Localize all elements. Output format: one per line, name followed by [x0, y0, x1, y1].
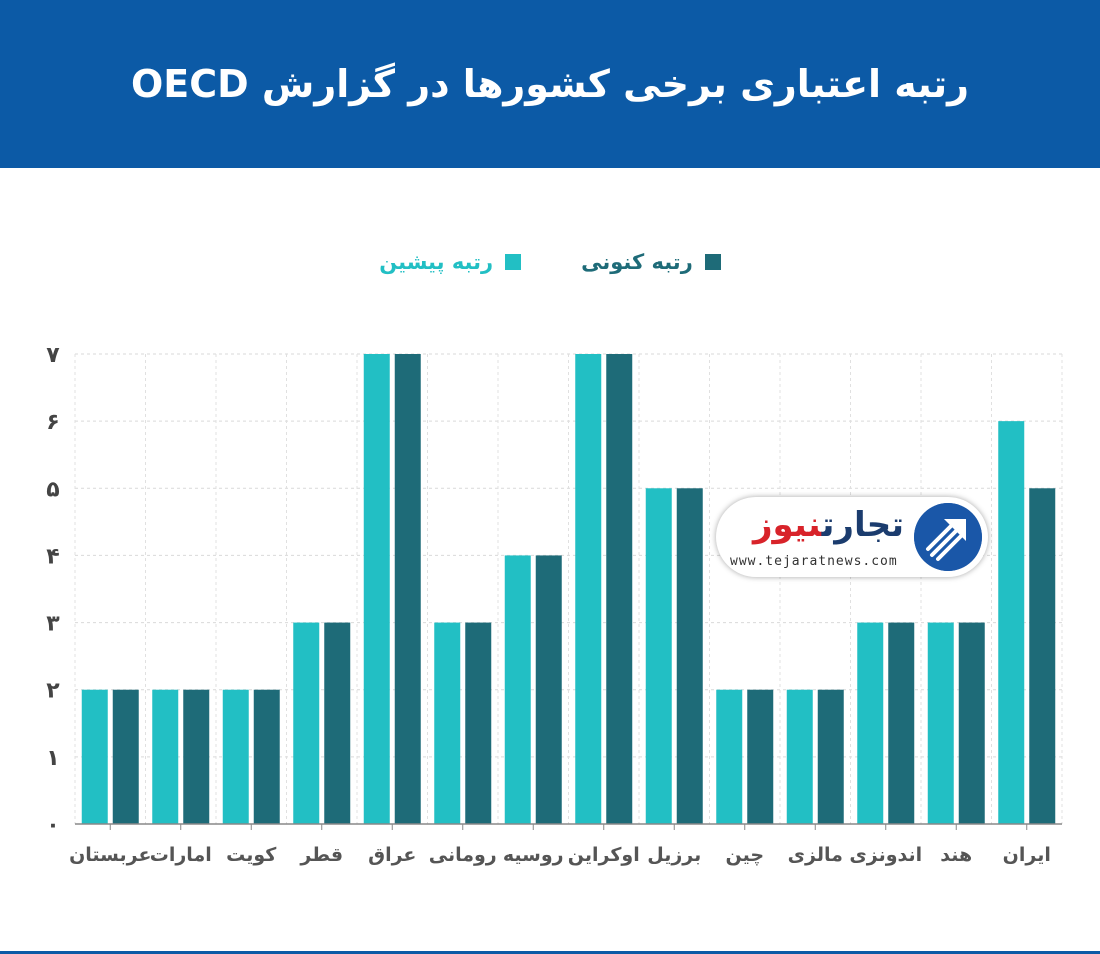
x-tick-label: ایران: [1003, 844, 1051, 866]
watermark-logo: تجارتنیوز www.tejaratnews.com: [716, 497, 988, 577]
logo-text: تجارتنیوز: [753, 505, 904, 545]
y-tick-label: ۲: [46, 679, 60, 704]
bar-previous: [786, 689, 813, 824]
x-tick-label: مالزی: [788, 844, 843, 866]
legend-item-previous: رتبه پیشین: [379, 250, 522, 274]
legend: رتبه کنونی رتبه پیشین: [0, 250, 1100, 274]
bar-current: [817, 689, 844, 824]
x-tick-label: رومانی: [429, 844, 497, 866]
x-tick-label: اندونزی: [849, 844, 922, 866]
bar-current: [606, 354, 633, 824]
footer-line: [0, 951, 1100, 954]
y-tick-label: ۷: [46, 343, 60, 368]
bar-previous: [363, 354, 390, 824]
logo-url: www.tejaratnews.com: [730, 554, 898, 569]
legend-item-current: رتبه کنونی: [581, 250, 721, 274]
y-tick-label: ۳: [46, 612, 60, 637]
bar-previous: [716, 689, 743, 824]
x-tick-label: هند: [940, 844, 972, 866]
x-tick-label: قطر: [299, 844, 343, 866]
logo-text-red: نیوز: [752, 505, 822, 545]
bar-current: [747, 689, 774, 824]
y-tick-label: ۵: [46, 477, 59, 502]
bar-previous: [504, 555, 531, 824]
bar-previous: [575, 354, 602, 824]
bar-current: [465, 622, 492, 824]
bar-current: [535, 555, 562, 824]
legend-label-current: رتبه کنونی: [581, 250, 693, 274]
x-tick-label: امارات: [150, 844, 212, 866]
bar-current: [112, 689, 139, 824]
x-tick-label: چین: [725, 844, 764, 866]
x-tick-label: عربستان: [69, 844, 151, 866]
legend-swatch-previous: [505, 254, 522, 270]
bar-previous: [645, 488, 672, 824]
header-banner: رتبه اعتباری برخی کشورها در گزارش OECD: [0, 0, 1100, 168]
y-tick-label: ۰: [46, 813, 59, 838]
logo-text-dark: تجارت: [821, 505, 904, 545]
bar-current: [183, 689, 210, 824]
bar-current: [676, 488, 703, 824]
bar-current: [253, 689, 280, 824]
bar-previous: [293, 622, 320, 824]
bar-previous: [152, 689, 179, 824]
bar-previous: [998, 421, 1025, 824]
bar-previous: [222, 689, 249, 824]
bar-current: [394, 354, 421, 824]
x-tick-label: کویت: [226, 844, 277, 866]
bar-previous: [927, 622, 954, 824]
y-tick-label: ۴: [46, 544, 59, 569]
bar-previous: [857, 622, 884, 824]
x-tick-label: روسیه: [503, 844, 564, 866]
x-tick-label: عراق: [368, 844, 416, 866]
bar-current: [888, 622, 915, 824]
legend-label-previous: رتبه پیشین: [379, 250, 494, 274]
chart-title: رتبه اعتباری برخی کشورها در گزارش OECD: [130, 62, 970, 106]
y-tick-label: ۶: [46, 410, 59, 435]
bar-current: [324, 622, 351, 824]
bar-current: [1029, 488, 1056, 824]
bar-previous: [81, 689, 108, 824]
x-tick-label: اوکراین: [568, 844, 640, 866]
legend-swatch-current: [704, 254, 721, 270]
bar-previous: [434, 622, 461, 824]
bar-current: [958, 622, 985, 824]
logo-icon: [914, 503, 982, 571]
y-tick-label: ۱: [46, 746, 59, 771]
x-tick-label: برزیل: [647, 844, 701, 866]
